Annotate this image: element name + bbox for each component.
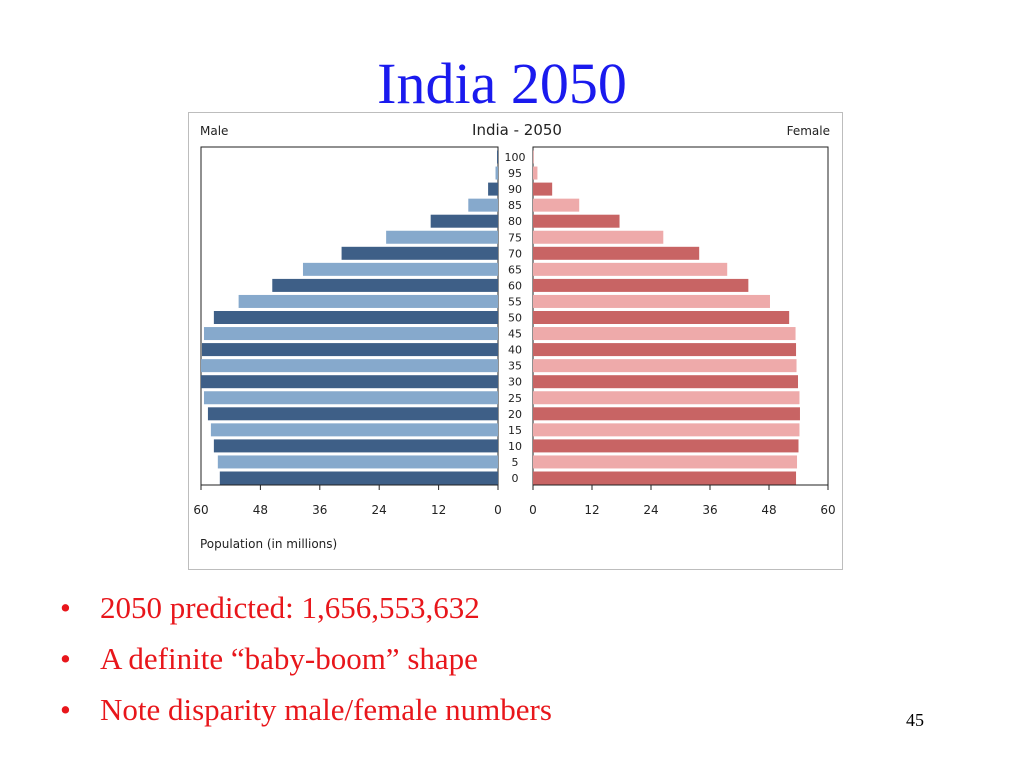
female-bar-age-40 [533, 343, 797, 357]
x-tick-label: 24 [643, 503, 658, 517]
female-bar-age-90 [533, 182, 553, 196]
age-label: 15 [508, 424, 522, 437]
bullet-item: • Note disparity male/female numbers [60, 692, 552, 728]
bullet-item: • A definite “baby-boom” shape [60, 641, 552, 677]
age-label: 75 [508, 231, 522, 244]
age-label: 40 [508, 344, 522, 357]
x-tick-label: 36 [312, 503, 327, 517]
x-tick-label: 0 [494, 503, 502, 517]
female-side-label: Female [787, 124, 830, 138]
bullet-dot-icon: • [60, 590, 71, 625]
female-bar-age-15 [533, 423, 800, 437]
female-bar-age-30 [533, 375, 799, 389]
female-bar-age-70 [533, 246, 700, 260]
female-bar-age-5 [533, 455, 798, 469]
male-bar-age-100 [497, 150, 498, 164]
male-bar-age-30 [201, 375, 498, 389]
bullet-item: • 2050 predicted: 1,656,553,632 [60, 590, 552, 626]
female-bar-age-100 [533, 150, 534, 164]
male-bar-age-55 [238, 294, 498, 308]
bullet-dot-icon: • [60, 641, 71, 676]
age-label: 25 [508, 392, 522, 405]
bullet-text: 2050 predicted: 1,656,553,632 [100, 590, 480, 625]
female-bar-age-20 [533, 407, 800, 421]
bullet-dot-icon: • [60, 692, 71, 727]
slide-title: India 2050 [377, 51, 627, 116]
x-tick-label: 36 [702, 503, 717, 517]
age-label: 10 [508, 440, 522, 453]
female-bar-age-60 [533, 278, 749, 292]
female-bar-age-55 [533, 294, 770, 308]
chart-title: India - 2050 [472, 121, 562, 139]
bullet-text: Note disparity male/female numbers [100, 692, 552, 727]
age-label: 45 [508, 328, 522, 341]
male-bar-age-35 [201, 359, 498, 373]
male-side-label: Male [200, 124, 228, 138]
x-axis-label: Population (in millions) [200, 537, 337, 551]
male-bar-age-70 [341, 246, 498, 260]
female-bar-age-75 [533, 230, 664, 244]
x-tick-label: 12 [584, 503, 599, 517]
male-bar-age-60 [272, 278, 498, 292]
male-bar-age-80 [430, 214, 498, 228]
age-label: 55 [508, 295, 522, 308]
age-label: 85 [508, 199, 522, 212]
female-bar-age-45 [533, 327, 796, 341]
male-bar-age-40 [201, 343, 499, 357]
male-bar-age-45 [203, 327, 498, 341]
male-bar-age-85 [468, 198, 498, 212]
age-label: 65 [508, 263, 522, 276]
x-tick-label: 60 [193, 503, 208, 517]
x-tick-label: 0 [529, 503, 537, 517]
age-label: 70 [508, 247, 522, 260]
female-bar-age-50 [533, 311, 790, 324]
male-bar-age-50 [213, 311, 498, 324]
female-bar-age-85 [533, 198, 580, 212]
bullet-text: A definite “baby-boom” shape [100, 641, 478, 676]
age-label: 30 [508, 376, 522, 389]
female-bar-age-0 [533, 471, 797, 485]
male-bar-age-65 [302, 262, 498, 276]
x-tick-label: 48 [253, 503, 268, 517]
male-bar-age-25 [203, 391, 498, 405]
male-bar-age-15 [210, 423, 498, 437]
female-bar-age-10 [533, 439, 799, 453]
age-label: 35 [508, 360, 522, 373]
age-label: 95 [508, 167, 522, 180]
female-bar-age-65 [533, 262, 728, 276]
male-bar-age-0 [219, 471, 498, 485]
x-tick-label: 48 [761, 503, 776, 517]
male-bar-age-75 [386, 230, 498, 244]
female-bar-age-95 [533, 166, 538, 180]
age-labels-group: 1009590858075706560555045403530252015105… [505, 151, 526, 485]
x-axis-ticks: 60 48 36 24 12 0 0 12 24 36 48 60 [193, 485, 836, 517]
male-bar-age-95 [495, 166, 498, 180]
age-label: 5 [512, 456, 519, 469]
male-bar-age-20 [207, 407, 498, 421]
age-label: 60 [508, 279, 522, 292]
age-label: 90 [508, 183, 522, 196]
male-bar-age-5 [217, 455, 498, 469]
female-bar-age-80 [533, 214, 620, 228]
age-label: 0 [512, 472, 519, 485]
age-label: 50 [508, 312, 522, 325]
x-tick-label: 12 [431, 503, 446, 517]
bullet-list: • 2050 predicted: 1,656,553,632 • A defini… [60, 590, 552, 743]
x-tick-label: 60 [820, 503, 835, 517]
male-bar-age-90 [488, 182, 498, 196]
population-pyramid-chart: Male India - 2050 Female 100959085807570… [188, 112, 843, 570]
age-label: 100 [505, 151, 526, 164]
female-bar-age-35 [533, 359, 797, 373]
chart-frame [188, 112, 843, 570]
page-number: 45 [906, 710, 924, 730]
bars-group [201, 150, 800, 485]
age-label: 20 [508, 408, 522, 421]
female-bar-age-25 [533, 391, 800, 405]
male-bar-age-10 [213, 439, 498, 453]
age-label: 80 [508, 215, 522, 228]
x-tick-label: 24 [372, 503, 387, 517]
